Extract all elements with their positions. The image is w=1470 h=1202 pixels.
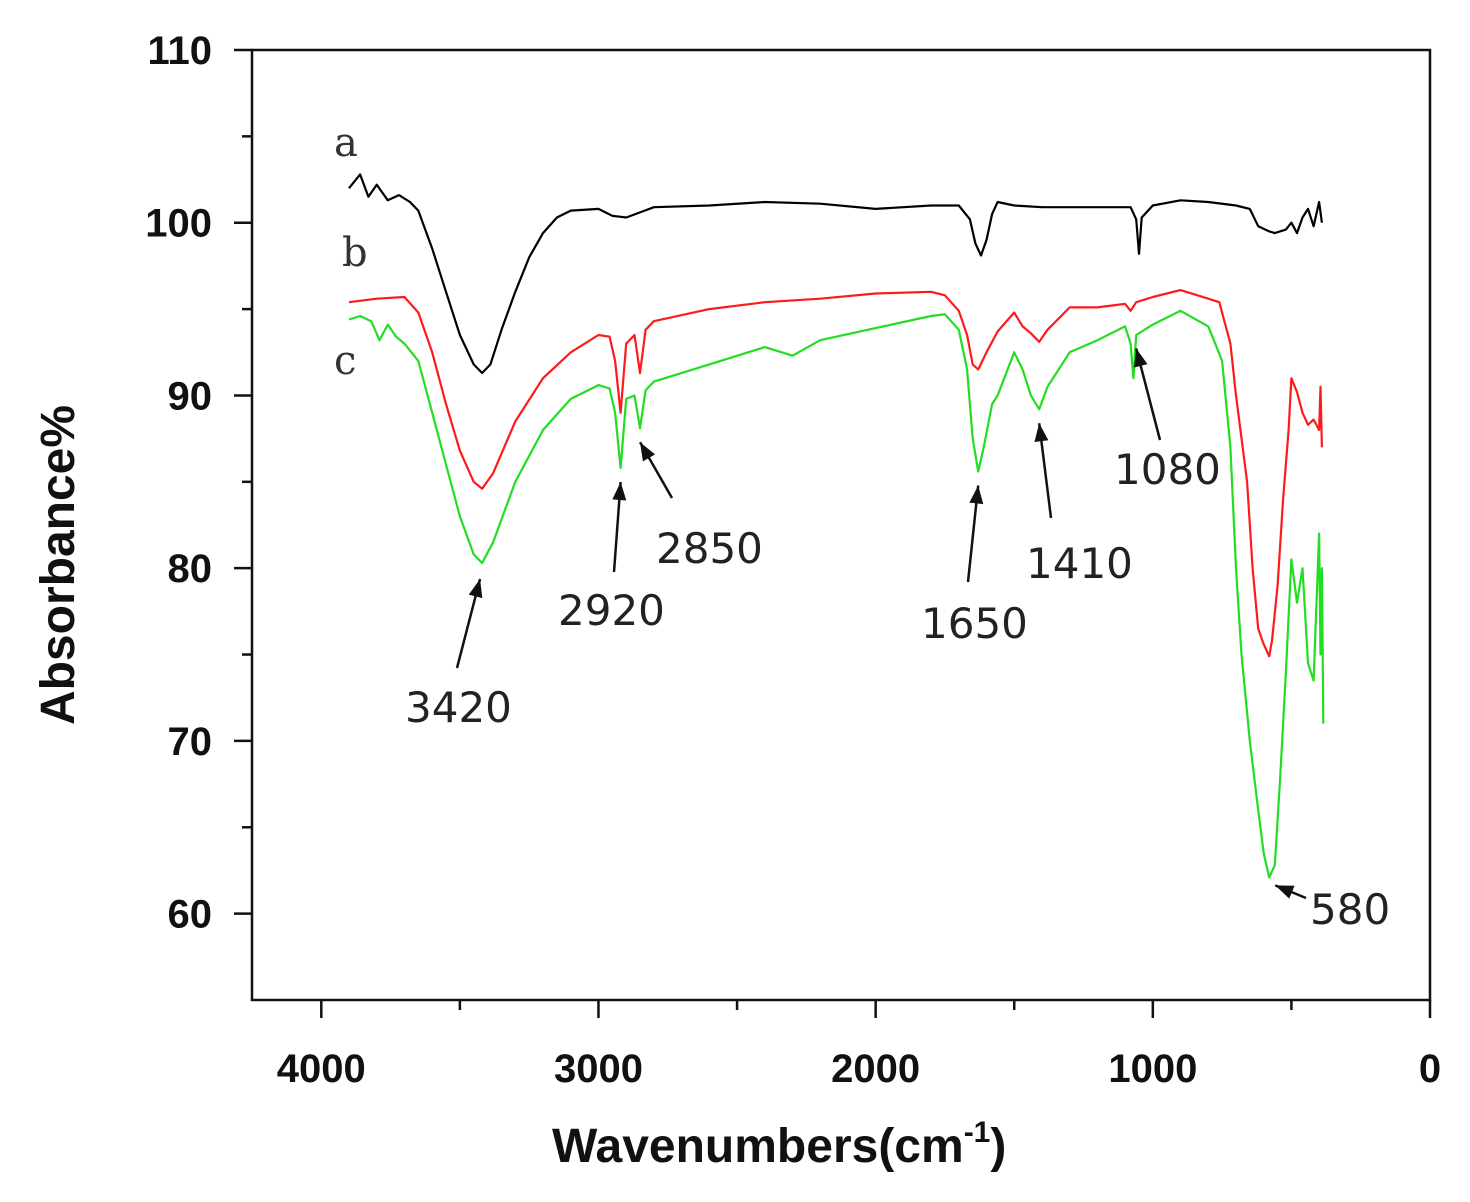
arrowhead-1080 (1133, 348, 1148, 368)
peak-label-2850: 2850 (656, 524, 763, 573)
x-axis-title-close: ) (990, 1120, 1006, 1173)
x-tick-label: 3000 (554, 1047, 643, 1091)
peak-label-1080: 1080 (1114, 445, 1221, 494)
series-line-b (348, 289, 1323, 658)
plot-frame (250, 48, 1432, 1002)
series-line-c (348, 309, 1325, 879)
x-tick-label: 1000 (1108, 1047, 1197, 1091)
series-label-a: a (334, 120, 358, 166)
x-axis-title-sup: -1 (964, 1116, 991, 1149)
series-line-a (348, 173, 1323, 375)
series-label-b: b (342, 230, 368, 276)
arrowhead-3420 (468, 579, 483, 599)
series-label-c: c (334, 338, 356, 384)
annotation-layer (455, 348, 1307, 900)
arrowhead-1410 (1034, 423, 1049, 443)
y-tick-label: 60 (168, 893, 213, 937)
y-tick-label: 100 (145, 202, 212, 246)
series-layer (348, 173, 1325, 879)
x-axis-title-main: Wavenumbers(cm (552, 1120, 964, 1173)
peak-label-3420: 3420 (405, 683, 512, 732)
y-tick-label: 70 (168, 720, 213, 764)
x-tick-label: 4000 (277, 1047, 366, 1091)
ticks-layer: 4000 3000 2000 1000 0 60 70 80 90 100 110 (145, 29, 1441, 1091)
y-tick-label: 80 (168, 547, 213, 591)
y-tick-label: 110 (147, 29, 212, 73)
x-axis-title: Wavenumbers(cm-1) (552, 1116, 1006, 1173)
peak-label-1410: 1410 (1026, 539, 1133, 588)
peak-label-1650: 1650 (921, 599, 1028, 648)
x-tick-label: 2000 (831, 1047, 920, 1091)
x-tick-label: 0 (1419, 1047, 1441, 1091)
peak-label-580: 580 (1310, 885, 1390, 934)
arrowhead-2920 (612, 482, 627, 501)
arrowhead-2850 (640, 442, 656, 462)
arrowhead-580 (1275, 885, 1295, 899)
peak-label-2920: 2920 (558, 586, 665, 635)
y-tick-label: 90 (168, 374, 213, 418)
arrowhead-1650 (969, 485, 984, 505)
y-axis-title: Absorbance% (32, 405, 85, 725)
